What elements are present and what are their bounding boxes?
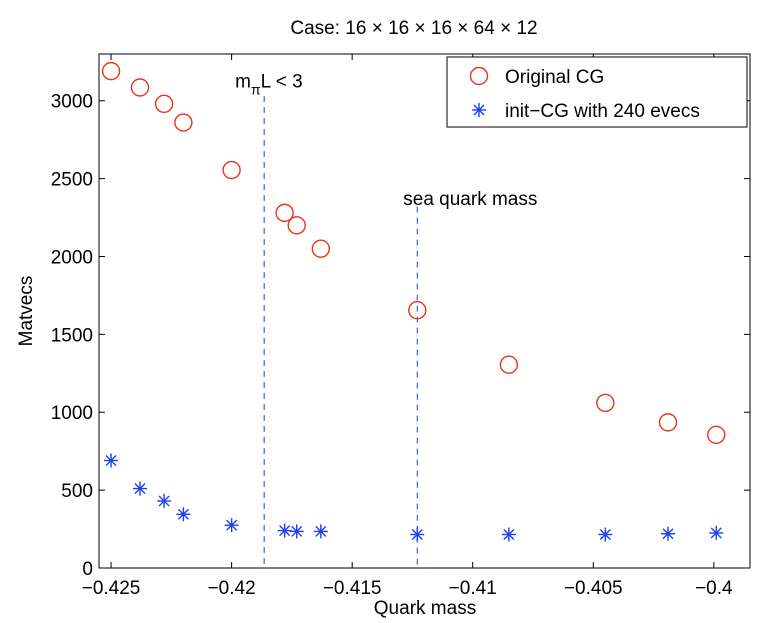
data-point: [410, 527, 425, 542]
legend-box: [446, 56, 748, 128]
x-tick-label: −0.4: [695, 578, 733, 599]
annotation-mpi-l: mπL < 3: [235, 71, 303, 97]
data-point: [709, 525, 724, 540]
data-point: [499, 355, 519, 374]
data-point: [658, 413, 678, 432]
chart-title: Case: 16 × 16 × 16 × 64 × 12: [290, 18, 537, 39]
data-point: [154, 94, 174, 114]
legend-label-original-cg: Original CG: [505, 67, 604, 88]
x-tick-label: −0.405: [564, 578, 623, 599]
data-point: [287, 216, 306, 235]
data-series: [101, 61, 726, 542]
data-point: [101, 61, 121, 81]
plot-area: −0.425 −0.42 −0.415 −0.41 −0.405 −0.4 0 500 100…: [51, 53, 751, 599]
data-point: [157, 494, 172, 509]
data-point: [275, 203, 294, 223]
y-axis-label: Matvecs: [16, 276, 37, 347]
data-point: [408, 301, 427, 320]
data-point: [176, 507, 191, 522]
annotation-sea-quark-mass: sea quark mass: [403, 189, 537, 210]
x-tick-label: −0.425: [82, 578, 141, 599]
legend-marker-original-cg: [469, 66, 489, 86]
y-tick-label: 500: [61, 481, 93, 502]
legend: Original CG init−CG with 240 evecs: [446, 56, 748, 128]
x-tick-label: −0.415: [323, 578, 382, 599]
x-axis-label: Quark mass: [374, 598, 476, 619]
y-tick-label: 0: [82, 559, 93, 580]
y-tick-label: 2000: [51, 247, 93, 268]
data-point: [313, 524, 328, 539]
data-point: [289, 524, 304, 539]
data-point: [130, 78, 150, 97]
y-tick-label: 1000: [51, 403, 93, 424]
plot-frame: [98, 53, 751, 569]
data-point: [661, 526, 676, 541]
data-point: [132, 481, 147, 496]
x-tick-label: −0.42: [208, 578, 256, 599]
data-point: [174, 113, 193, 132]
data-point: [501, 527, 516, 542]
legend-label-init-cg: init−CG with 240 evecs: [505, 101, 700, 122]
x-axis-ticks: −0.425 −0.42 −0.415 −0.41 −0.405 −0.4: [82, 54, 733, 599]
data-point: [222, 160, 241, 180]
data-point: [104, 453, 119, 468]
annotations: mπL < 3 sea quark mass: [235, 71, 537, 209]
legend-asterisk-icon: [472, 103, 486, 117]
y-tick-label: 1500: [51, 325, 93, 346]
data-point: [596, 393, 615, 413]
legend-circle-icon: [469, 66, 489, 86]
x-tick-label: −0.41: [449, 578, 497, 599]
y-tick-label: 3000: [51, 92, 93, 113]
y-axis-ticks: 0 500 1000 1500 2000 2500 3000: [51, 92, 750, 580]
y-tick-label: 2500: [51, 170, 93, 191]
data-point: [311, 239, 331, 258]
data-point: [707, 425, 726, 445]
data-point: [224, 518, 239, 533]
series-init-cg: [104, 453, 724, 542]
data-point: [598, 527, 613, 542]
reference-lines: [263, 96, 418, 568]
legend-marker-init-cg: [472, 103, 486, 117]
data-point: [277, 523, 292, 538]
series-original-cg: [101, 61, 726, 445]
